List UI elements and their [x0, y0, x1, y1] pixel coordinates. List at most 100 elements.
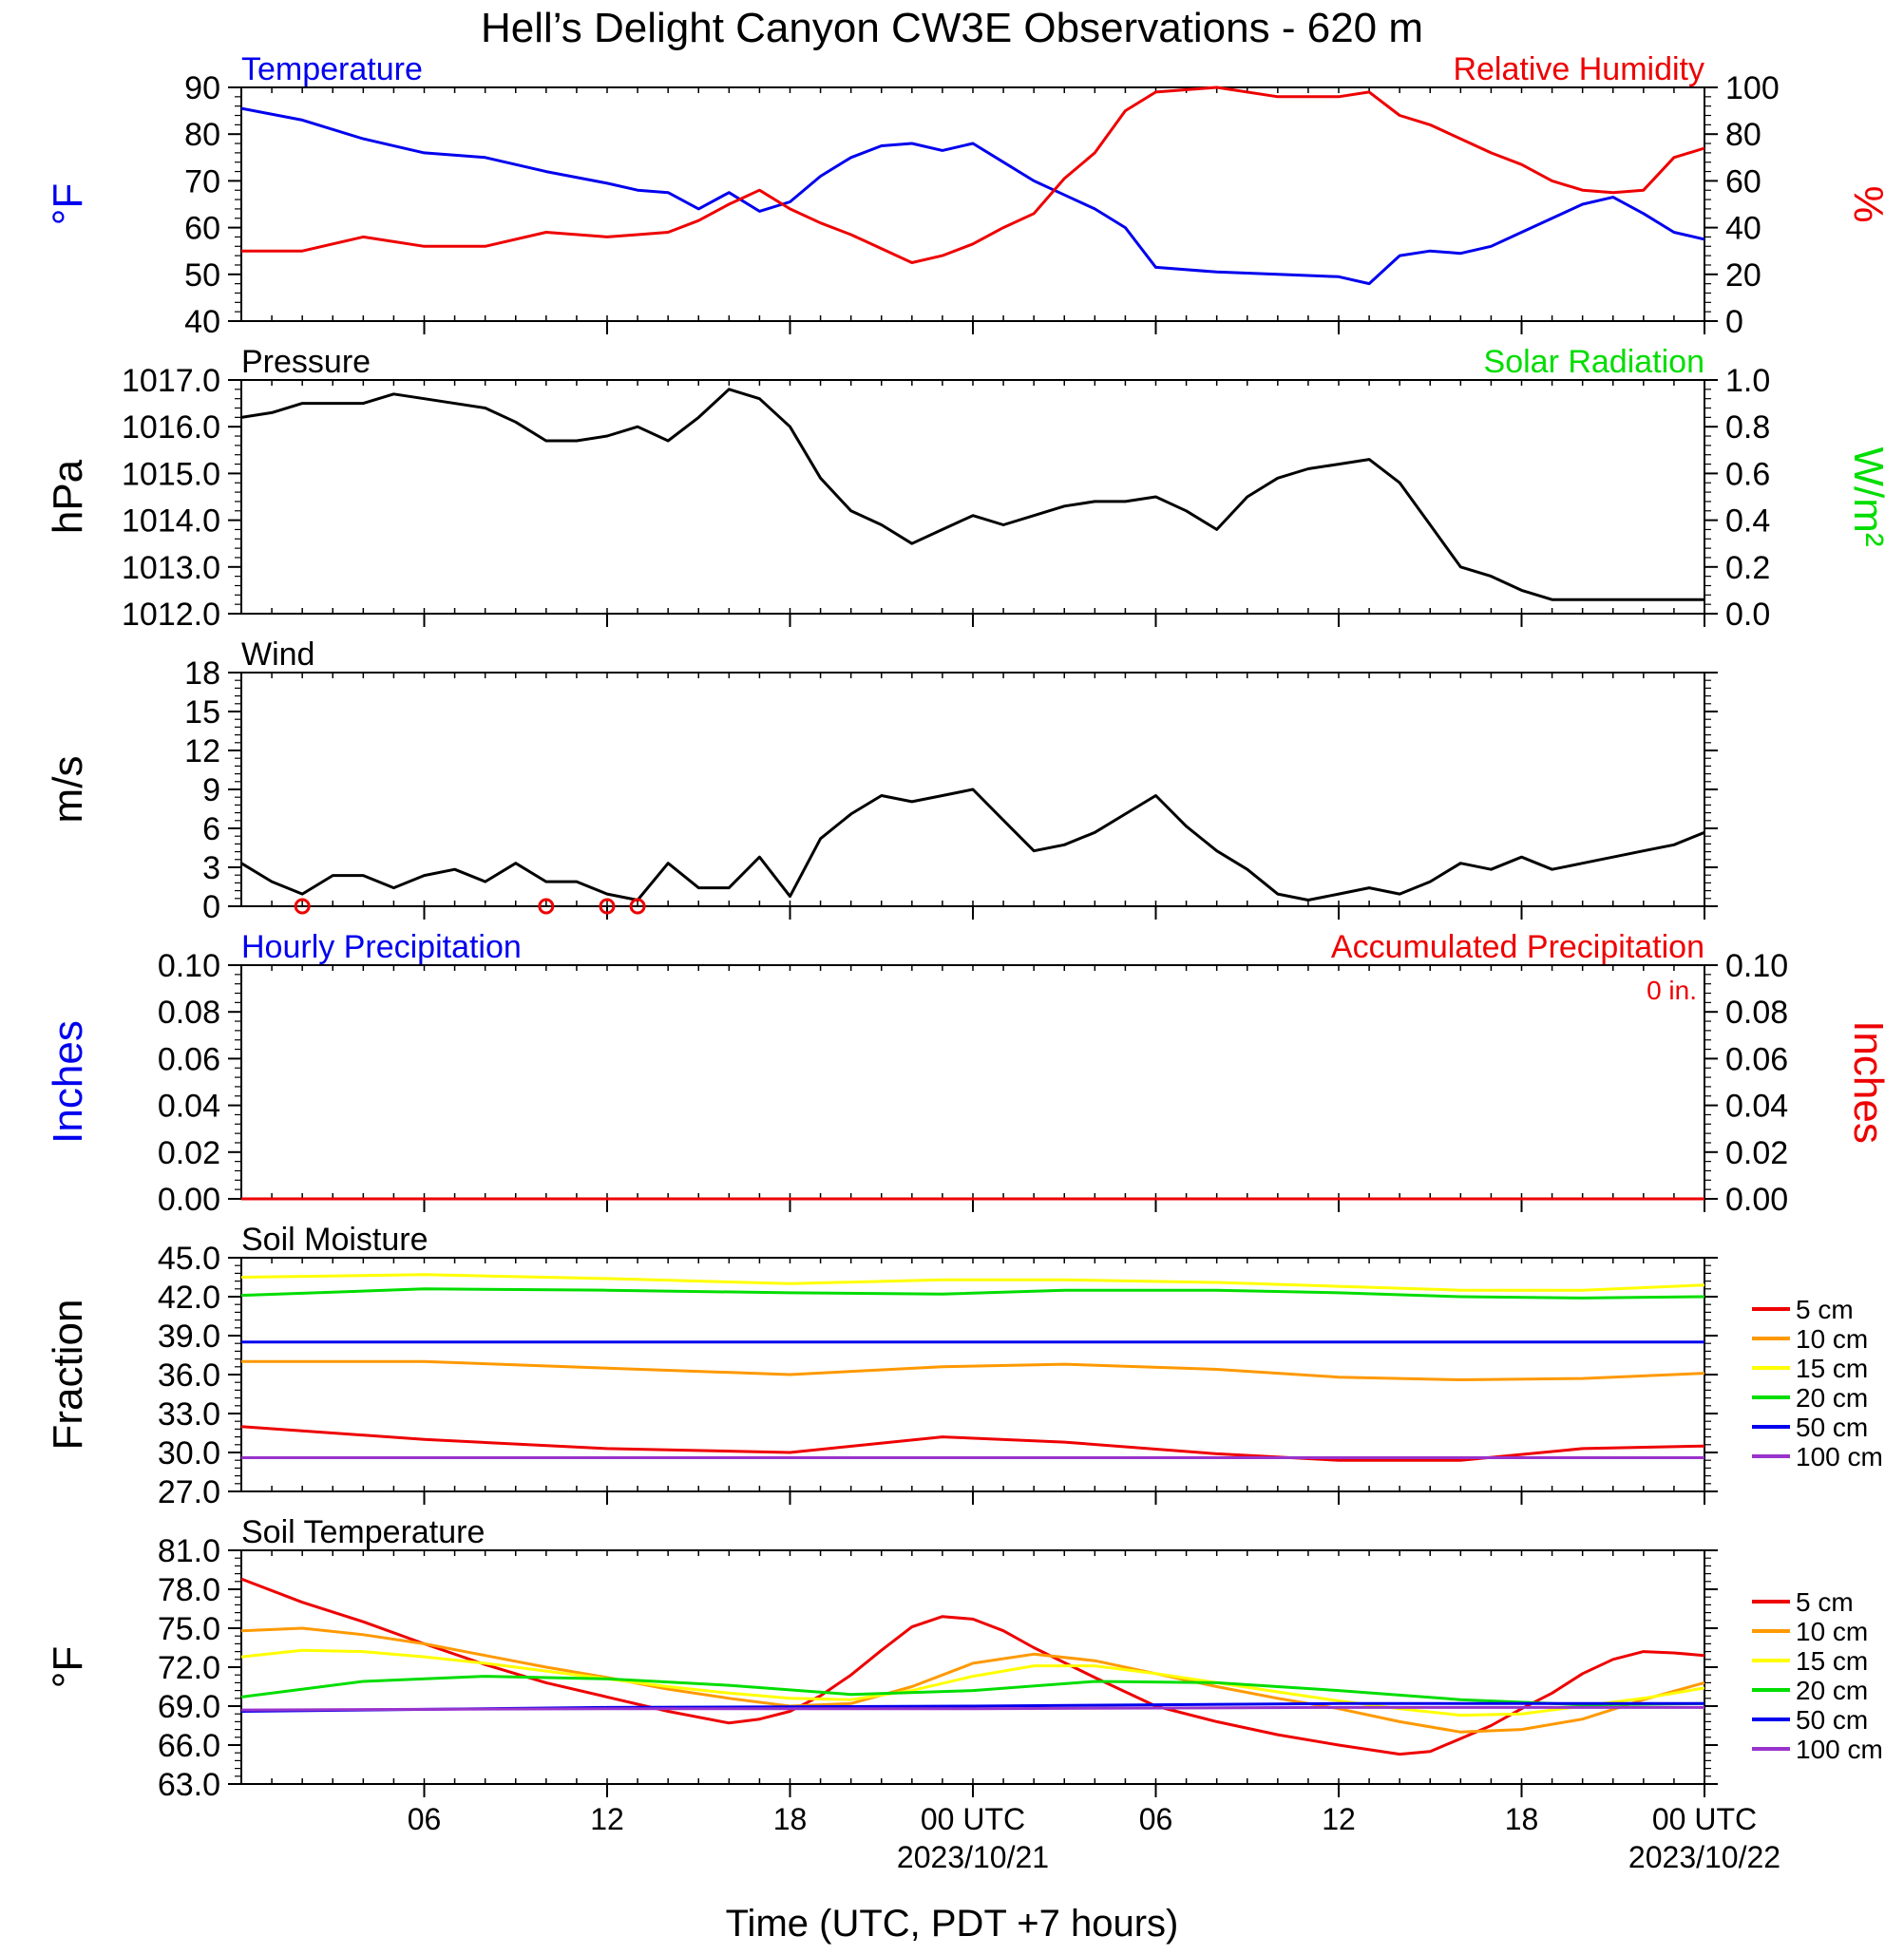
y-tick-label: 69.0: [158, 1689, 220, 1725]
series-line-20-cm: [240, 1287, 1705, 1300]
calm-wind-marker: [599, 898, 616, 915]
y-tick-label: 78.0: [158, 1572, 220, 1608]
y-right-tick-label: 0.06: [1725, 1041, 1788, 1077]
calm-wind-marker: [538, 898, 555, 915]
y-tick-label: 60: [184, 211, 220, 247]
series-line-100-cm: [240, 1705, 1704, 1712]
y-tick-label: 27.0: [158, 1474, 220, 1510]
y-tick-label: 45.0: [158, 1241, 220, 1277]
y-tick-label: 30.0: [158, 1435, 220, 1471]
panel-title-right: Solar Radiation: [1484, 344, 1704, 380]
y-tick-label: 80: [184, 117, 220, 153]
y-right-tick-label: 1.0: [1725, 363, 1770, 399]
y-right-tick-label: 0.4: [1725, 503, 1770, 540]
y-tick-label: 6: [202, 811, 220, 847]
panel-title-right: Accumulated Precipitation: [1331, 929, 1704, 965]
precip-panel: 0.00 0.02 0.04 0.06 0.08 0.10 0.00 0.02 0.04 0.06…: [45, 929, 1892, 1218]
y-tick-label: 0.06: [158, 1041, 220, 1077]
y-tick-label: 0.00: [158, 1182, 220, 1218]
y-axis-label-left: °F: [45, 183, 91, 225]
panel-frame: [240, 1549, 1705, 1785]
panel-frame: [240, 379, 1705, 615]
y-tick-label: 3: [202, 850, 220, 886]
series-line-0: [240, 388, 1704, 601]
y-tick-label: 1017.0: [122, 363, 220, 399]
legend-label: 20 cm: [1796, 1383, 1868, 1413]
legend-label: 100 cm: [1796, 1442, 1883, 1471]
y-tick-label: 36.0: [158, 1357, 220, 1394]
series-line-5-cm: [240, 1425, 1705, 1462]
series-line-10-cm: [241, 1359, 1705, 1381]
y-axis-label-left: Inches: [45, 1020, 91, 1144]
y-tick-label: 66.0: [158, 1728, 220, 1764]
y-axis-label-left: °F: [45, 1646, 91, 1688]
y-tick-label: 0.04: [158, 1089, 220, 1125]
pressure-solar-panel: 1012.0 1013.0 1014.0 1015.0 1016.0 1017.0 0.0 0…: [45, 344, 1892, 633]
y-axis-label-right: W/m²: [1845, 446, 1892, 546]
y-axis-label-right: Inches: [1845, 1020, 1892, 1144]
soil-moisture-panel: 27.030.033.036.039.042.045.0 Soil Moistur…: [45, 1222, 1883, 1510]
panel-title-left: Wind: [241, 636, 314, 673]
legend-label: 50 cm: [1796, 1413, 1868, 1442]
y-tick-label: 75.0: [158, 1611, 220, 1647]
series-line-5-cm: [240, 1577, 1705, 1756]
y-tick-label: 1015.0: [122, 456, 220, 492]
calm-wind-marker: [294, 898, 311, 915]
y-right-tick-label: 20: [1725, 257, 1761, 294]
y-tick-label: 70: [184, 163, 220, 199]
legend-label: 15 cm: [1796, 1646, 1868, 1676]
y-tick-label: 0.10: [158, 948, 220, 984]
y-tick-label: 39.0: [158, 1319, 220, 1355]
y-right-tick-label: 0.0: [1725, 597, 1770, 633]
temp-rh-panel: 40 50 60 70 80 90 0 20 40 60 80 100 Temperature Relat…: [45, 51, 1892, 340]
y-axis-label-left: hPa: [45, 459, 91, 534]
panel-title-left: Temperature: [241, 51, 423, 87]
y-right-tick-label: 40: [1725, 211, 1761, 247]
y-right-tick-label: 0.04: [1725, 1089, 1788, 1125]
y-axis-label-right: %: [1845, 185, 1892, 222]
figure-title: Hell’s Delight Canyon CW3E Observations …: [481, 5, 1423, 51]
y-axis-label-left: Fraction: [45, 1300, 91, 1451]
x-axis-title: Time (UTC, PDT +7 hours): [726, 1903, 1179, 1945]
panel-title-left: Pressure: [241, 344, 371, 380]
y-tick-label: 1013.0: [122, 550, 220, 586]
y-tick-label: 90: [184, 70, 220, 106]
y-right-tick-label: 80: [1725, 117, 1761, 153]
soil-temp-panel: 63.066.069.072.075.078.081.0 Soil Tempera…: [45, 1514, 1883, 1803]
series-line-0: [240, 788, 1705, 902]
y-tick-label: 72.0: [158, 1650, 220, 1686]
panel-frame: [240, 964, 1705, 1200]
y-tick-label: 50: [184, 257, 220, 294]
y-tick-label: 33.0: [158, 1396, 220, 1433]
y-tick-label: 63.0: [158, 1767, 220, 1803]
legend-label: 5 cm: [1796, 1587, 1854, 1617]
panel-title-left: Soil Temperature: [241, 1514, 485, 1550]
x-tick-label: 18: [773, 1802, 808, 1836]
y-right-tick-label: 0.2: [1725, 550, 1770, 586]
panel-frame: [240, 86, 1705, 322]
y-right-tick-label: 0: [1725, 304, 1743, 340]
y-right-tick-label: 0.02: [1725, 1135, 1788, 1171]
y-right-tick-label: 0.8: [1725, 409, 1770, 446]
series-line-10-cm: [240, 1626, 1705, 1734]
y-axis-label-left: m/s: [45, 756, 91, 824]
legend-label: 10 cm: [1796, 1617, 1868, 1646]
x-tick-label: 12: [590, 1802, 624, 1836]
panel-title-left: Hourly Precipitation: [241, 929, 522, 965]
x-tick-label: 06: [1139, 1802, 1173, 1836]
y-tick-label: 0: [202, 889, 220, 925]
x-date-label: 2023/10/21: [897, 1840, 1049, 1874]
y-right-tick-label: 0.00: [1725, 1182, 1788, 1218]
y-right-tick-label: 100: [1725, 70, 1780, 106]
y-tick-label: 12: [184, 733, 220, 769]
series-line-15-cm: [240, 1273, 1705, 1292]
series-line-15-cm: [240, 1648, 1705, 1718]
legend-label: 5 cm: [1796, 1295, 1854, 1324]
y-right-tick-label: 0.10: [1725, 948, 1788, 984]
y-right-tick-label: 60: [1725, 163, 1761, 199]
legend-label: 10 cm: [1796, 1324, 1868, 1354]
y-right-tick-label: 0.08: [1725, 995, 1788, 1031]
y-tick-label: 1014.0: [122, 503, 220, 540]
